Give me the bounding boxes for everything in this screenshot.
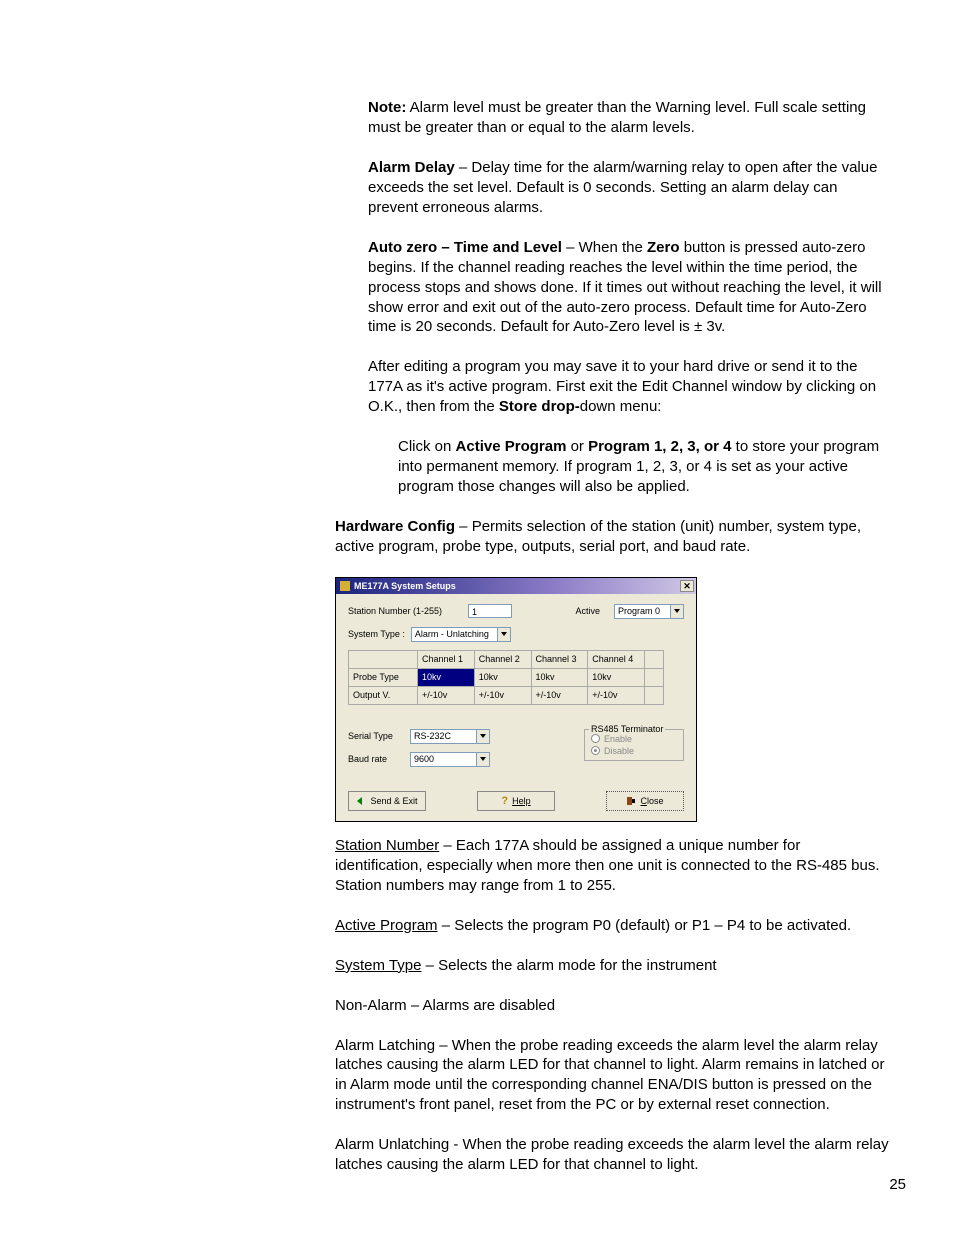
system-setups-dialog: ME177A System Setups ✕ Station Number (1…	[335, 577, 697, 822]
store-instructions-paragraph: Click on Active Program or Program 1, 2,…	[398, 437, 888, 497]
button-bar: Send & Exit ? Help Close	[348, 791, 684, 811]
col-channel-1: Channel 1	[418, 650, 475, 668]
dialog-body: Station Number (1-255) 1 Active Program …	[336, 594, 696, 821]
titlebar: ME177A System Setups ✕	[336, 578, 696, 594]
send-exit-button[interactable]: Send & Exit	[348, 791, 426, 811]
program-1234-bold: Program 1, 2, 3, or 4	[588, 438, 731, 455]
zero-bold: Zero	[647, 239, 680, 256]
baud-rate-value: 9600	[411, 753, 476, 766]
alarm-unlatching-paragraph: Alarm Unlatching - When the probe readin…	[335, 1135, 890, 1175]
system-type-text: – Selects the alarm mode for the instrum…	[421, 957, 716, 974]
auto-zero-paragraph: Auto zero – Time and Level – When the Ze…	[368, 238, 888, 338]
radio-icon	[591, 746, 600, 755]
table-pad-cell-2	[645, 686, 664, 704]
station-number-paragraph: Station Number – Each 177A should be ass…	[335, 836, 890, 896]
body-column-wide-1: Hardware Config – Permits selection of t…	[335, 517, 890, 557]
save-t2: down menu:	[580, 398, 662, 415]
serial-type-value: RS-232C	[411, 730, 476, 743]
table-pad	[645, 650, 664, 668]
cell-output-ch1[interactable]: +/-10v	[418, 686, 475, 704]
active-program-u: Active Program	[335, 917, 438, 934]
active-program-paragraph: Active Program – Selects the program P0 …	[335, 916, 890, 936]
station-number-u: Station Number	[335, 837, 439, 854]
non-alarm-paragraph: Non-Alarm – Alarms are disabled	[335, 996, 890, 1016]
baud-rate-label: Baud rate	[348, 754, 400, 764]
question-icon: ?	[501, 795, 508, 807]
terminator-enable-radio[interactable]: Enable	[591, 734, 677, 744]
cell-output-ch4[interactable]: +/-10v	[588, 686, 645, 704]
rs485-terminator-legend: RS485 Terminator	[589, 724, 665, 734]
rs485-terminator-group: RS485 Terminator Enable Disable	[584, 729, 684, 761]
disable-label: Disable	[604, 746, 634, 756]
cell-output-ch3[interactable]: +/-10v	[531, 686, 588, 704]
cell-probe-ch1[interactable]: 10kv	[418, 668, 475, 686]
close-button[interactable]: Close	[606, 791, 684, 811]
close-icon[interactable]: ✕	[680, 580, 694, 592]
terminator-disable-radio[interactable]: Disable	[591, 746, 677, 756]
cell-probe-ch4[interactable]: 10kv	[588, 668, 645, 686]
system-type-label: System Type :	[348, 629, 405, 639]
auto-zero-label: Auto zero – Time and Level	[368, 239, 562, 256]
page-number: 25	[889, 1176, 906, 1193]
store-t1: Click on	[398, 438, 456, 455]
cell-output-ch2[interactable]: +/-10v	[474, 686, 531, 704]
table-row-probe-type: Probe Type 10kv 10kv 10kv 10kv	[349, 668, 664, 686]
hardware-config-bold: Hardware Config	[335, 518, 455, 535]
table-pad-cell	[645, 668, 664, 686]
page: Note: Alarm level must be greater than t…	[0, 0, 954, 1235]
system-type-select[interactable]: Alarm - Unlatching	[411, 627, 511, 642]
system-type-paragraph: System Type – Selects the alarm mode for…	[335, 956, 890, 976]
channel-table: Channel 1 Channel 2 Channel 3 Channel 4 …	[348, 650, 664, 705]
active-program-bold: Active Program	[456, 438, 567, 455]
store-t2: or	[566, 438, 588, 455]
window-title: ME177A System Setups	[354, 581, 680, 591]
note-paragraph: Note: Alarm level must be greater than t…	[368, 98, 888, 138]
baud-rate-select[interactable]: 9600	[410, 752, 490, 767]
active-program-value: Program 0	[615, 605, 670, 618]
hardware-config-paragraph: Hardware Config – Permits selection of t…	[335, 517, 890, 557]
auto-zero-t1: – When the	[562, 239, 647, 256]
table-header-row: Channel 1 Channel 2 Channel 3 Channel 4	[349, 650, 664, 668]
help-button[interactable]: ? Help	[477, 791, 555, 811]
system-type-u: System Type	[335, 957, 421, 974]
station-number-input[interactable]: 1	[468, 604, 512, 618]
col-channel-2: Channel 2	[474, 650, 531, 668]
active-program-select[interactable]: Program 0	[614, 604, 684, 619]
chevron-down-icon	[670, 605, 683, 618]
col-channel-4: Channel 4	[588, 650, 645, 668]
station-number-label: Station Number (1-255)	[348, 606, 460, 616]
col-channel-3: Channel 3	[531, 650, 588, 668]
serial-type-label: Serial Type	[348, 731, 400, 741]
help-label: Help	[512, 796, 531, 806]
alarm-delay-label: Alarm Delay	[368, 159, 455, 176]
table-corner	[349, 650, 418, 668]
alarm-latching-paragraph: Alarm Latching – When the probe reading …	[335, 1036, 890, 1116]
note-label: Note:	[368, 99, 406, 116]
row-label-output: Output V.	[349, 686, 418, 704]
cell-probe-ch3[interactable]: 10kv	[531, 668, 588, 686]
body-column-wide-2: Station Number – Each 177A should be ass…	[335, 836, 890, 1175]
chevron-down-icon	[476, 730, 489, 743]
system-type-value: Alarm - Unlatching	[412, 628, 497, 641]
active-program-text: – Selects the program P0 (default) or P1…	[438, 917, 852, 934]
row-label-probe: Probe Type	[349, 668, 418, 686]
app-icon	[340, 581, 350, 591]
chevron-down-icon	[497, 628, 510, 641]
table-row-output-v: Output V. +/-10v +/-10v +/-10v +/-10v	[349, 686, 664, 704]
close-label: Close	[640, 796, 663, 806]
chevron-down-icon	[476, 753, 489, 766]
door-icon	[626, 796, 636, 806]
cell-probe-ch2[interactable]: 10kv	[474, 668, 531, 686]
radio-icon	[591, 734, 600, 743]
enable-label: Enable	[604, 734, 632, 744]
save-paragraph: After editing a program you may save it …	[368, 357, 888, 417]
active-label: Active	[575, 606, 600, 616]
arrow-left-icon	[356, 796, 366, 806]
serial-type-select[interactable]: RS-232C	[410, 729, 490, 744]
alarm-delay-paragraph: Alarm Delay – Delay time for the alarm/w…	[368, 158, 888, 218]
note-text: Alarm level must be greater than the War…	[368, 99, 866, 136]
store-drop-bold: Store drop-	[499, 398, 580, 415]
body-column-narrow: Note: Alarm level must be greater than t…	[368, 98, 888, 497]
send-exit-label: Send & Exit	[370, 796, 417, 806]
